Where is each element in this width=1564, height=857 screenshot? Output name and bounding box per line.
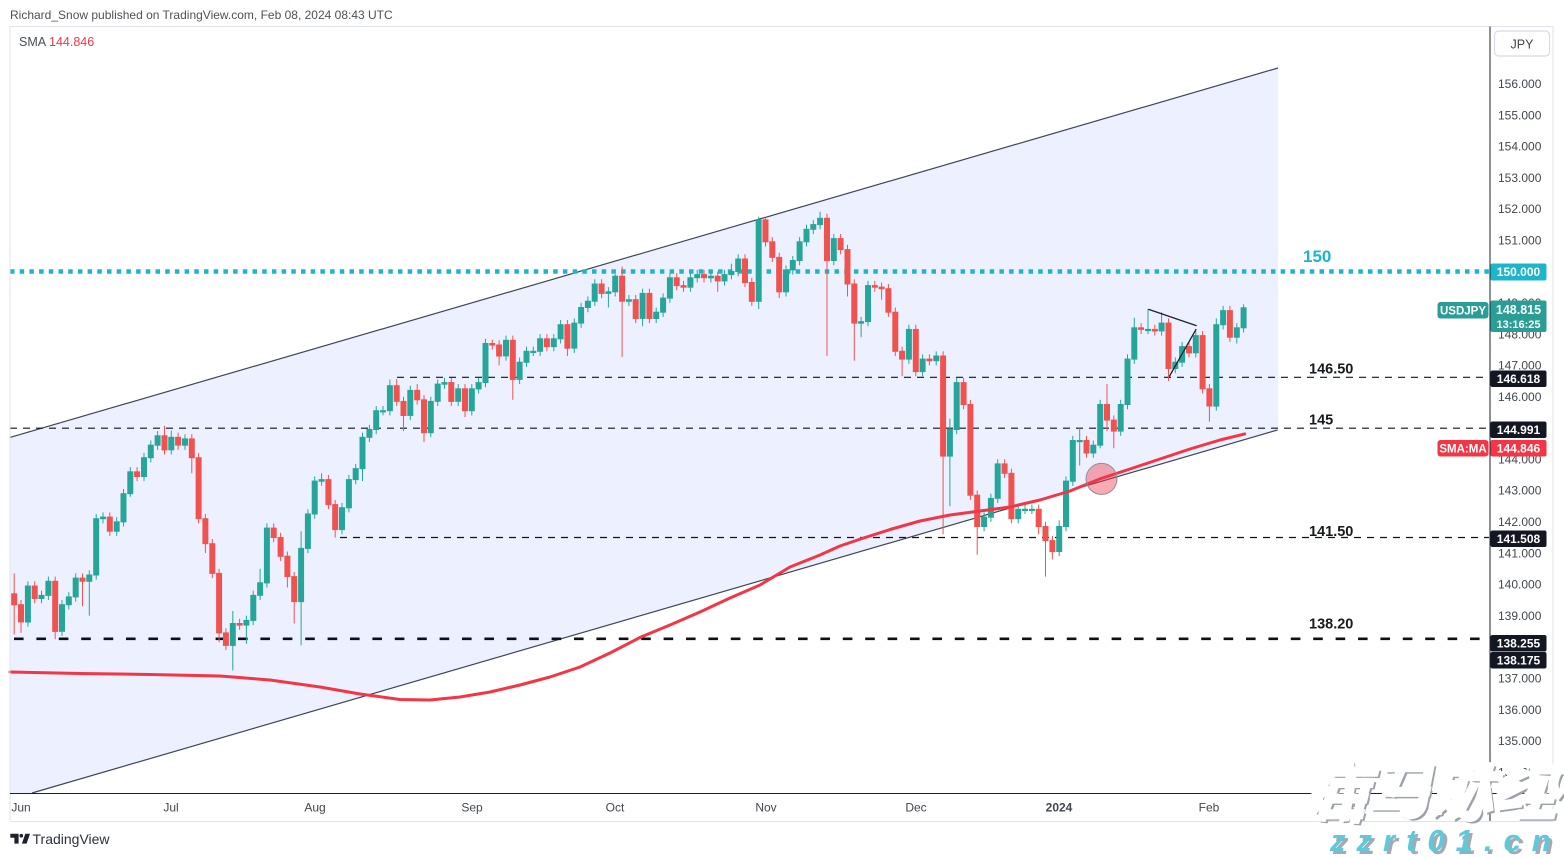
svg-text:SMA: SMA xyxy=(19,35,47,49)
svg-text:146.000: 146.000 xyxy=(1498,390,1542,404)
svg-text:152.000: 152.000 xyxy=(1498,202,1542,216)
svg-text:USDJPY: USDJPY xyxy=(1440,305,1486,317)
svg-text:138.255: 138.255 xyxy=(1497,637,1541,651)
svg-text:Nov: Nov xyxy=(755,801,776,815)
svg-text:138.20: 138.20 xyxy=(1309,617,1353,633)
svg-text:150.000: 150.000 xyxy=(1497,265,1541,279)
svg-text:153.000: 153.000 xyxy=(1498,171,1542,185)
svg-text:142.000: 142.000 xyxy=(1498,515,1542,529)
svg-text:Sep: Sep xyxy=(461,801,483,815)
svg-text:144.846: 144.846 xyxy=(49,35,94,49)
svg-text:143.000: 143.000 xyxy=(1498,484,1542,498)
svg-text:Jun: Jun xyxy=(11,801,30,815)
svg-text:144.991: 144.991 xyxy=(1497,423,1541,437)
svg-text:Richard_Snow published on Trad: Richard_Snow published on TradingView.co… xyxy=(10,8,393,22)
svg-text:148.815: 148.815 xyxy=(1496,303,1541,317)
svg-text:156.000: 156.000 xyxy=(1498,77,1542,91)
svg-text:146.50: 146.50 xyxy=(1309,362,1353,378)
svg-text:Dec: Dec xyxy=(905,801,926,815)
svg-text:SMA:MA: SMA:MA xyxy=(1439,443,1486,455)
svg-text:13:16:25: 13:16:25 xyxy=(1496,319,1540,331)
svg-text:139.000: 139.000 xyxy=(1498,609,1542,623)
svg-text:154.000: 154.000 xyxy=(1498,140,1542,154)
svg-text:150: 150 xyxy=(1303,247,1331,266)
svg-text:140.000: 140.000 xyxy=(1498,578,1542,592)
svg-text:138.175: 138.175 xyxy=(1497,654,1541,668)
svg-text:141.50: 141.50 xyxy=(1309,524,1353,540)
svg-text:141.508: 141.508 xyxy=(1497,532,1541,546)
svg-text:155.000: 155.000 xyxy=(1498,108,1542,122)
svg-text:Oct: Oct xyxy=(606,801,625,815)
svg-text:zzrt01.cn: zzrt01.cn xyxy=(1332,826,1564,857)
svg-text:zzrt01.cn: zzrt01.cn xyxy=(1329,823,1562,857)
svg-text:137.000: 137.000 xyxy=(1498,672,1542,686)
svg-text:135.000: 135.000 xyxy=(1498,734,1542,748)
svg-text:141.000: 141.000 xyxy=(1498,546,1542,560)
svg-text:Feb: Feb xyxy=(1199,801,1220,815)
svg-text:147.000: 147.000 xyxy=(1498,359,1542,373)
svg-text:2024: 2024 xyxy=(1046,801,1073,815)
svg-text:136.000: 136.000 xyxy=(1498,703,1542,717)
svg-text:TradingView: TradingView xyxy=(33,831,111,847)
svg-text:146.618: 146.618 xyxy=(1497,372,1541,386)
svg-text:144.846: 144.846 xyxy=(1497,441,1541,455)
svg-text:145: 145 xyxy=(1309,413,1333,429)
svg-text:151.000: 151.000 xyxy=(1498,233,1542,247)
svg-text:JPY: JPY xyxy=(1511,38,1535,52)
svg-text:Aug: Aug xyxy=(304,801,325,815)
svg-text:Jul: Jul xyxy=(163,801,178,815)
